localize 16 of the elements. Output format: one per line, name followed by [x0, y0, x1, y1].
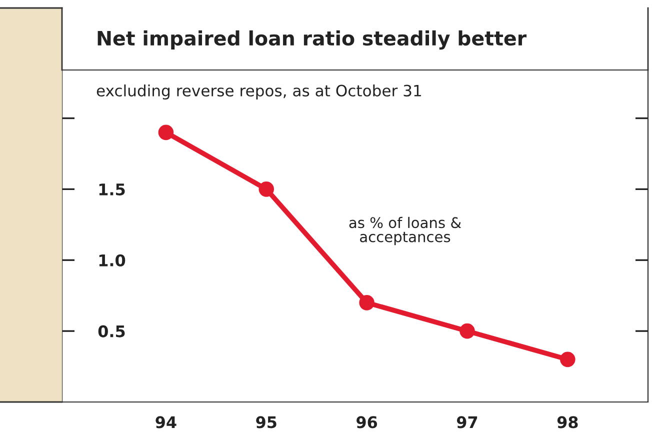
x-tick-label: 95: [256, 416, 276, 428]
chart-title: Net impaired loan ratio steadily better: [98, 30, 527, 50]
x-tick-label: 98: [557, 416, 578, 428]
x-tick-label: 94: [156, 416, 176, 428]
point: [460, 323, 475, 339]
y-tick-label: 1.0: [99, 254, 126, 266]
x-tick-label: 96: [356, 416, 378, 428]
y-tick-label: 1.5: [99, 184, 125, 196]
annotation: as % of loans & acceptances: [349, 216, 462, 246]
x-tick-label: 97: [456, 416, 478, 428]
point: [359, 295, 374, 310]
point: [560, 352, 576, 368]
y-tick-label: 0.5: [98, 325, 125, 338]
text: excluding reverse repos, as at October 31: [96, 84, 421, 100]
point: [258, 182, 274, 197]
point: [158, 124, 174, 140]
